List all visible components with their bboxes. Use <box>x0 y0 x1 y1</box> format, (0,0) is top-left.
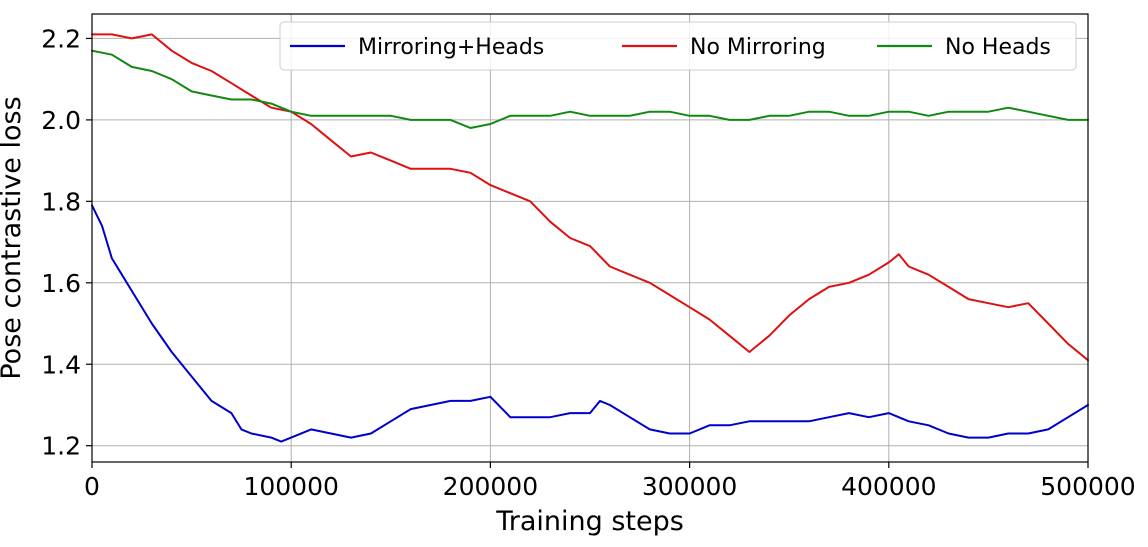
grid-lines <box>91 14 1089 462</box>
x-tick-label: 500000 <box>1040 472 1135 501</box>
legend-box <box>279 21 1077 71</box>
series-line-1 <box>91 33 1089 362</box>
y-tick-label: 1.8 <box>41 187 81 216</box>
series-lines <box>91 33 1089 443</box>
y-tick-label: 2.0 <box>41 106 81 135</box>
y-tick-label: 2.2 <box>41 24 81 53</box>
y-tick-label: 1.4 <box>41 350 81 379</box>
x-tick-label: 100000 <box>243 472 338 501</box>
legend-label: No Heads <box>945 35 1051 60</box>
y-axis-label: Pose contrastive loss <box>0 96 27 379</box>
y-tick-label: 1.2 <box>41 432 81 461</box>
series-line-0 <box>91 204 1089 443</box>
legend-label: Mirroring+Heads <box>358 35 544 60</box>
x-tick-label: 200000 <box>443 472 538 501</box>
axis-ticks: 0 100000 200000 300000 400000 500000 1.2 1.4 1.6… <box>41 24 1135 501</box>
x-axis-label: Training steps <box>495 506 684 537</box>
y-tick-label: 1.6 <box>41 269 81 298</box>
series-line-2 <box>91 49 1089 129</box>
x-tick-label: 0 <box>84 472 100 501</box>
plot-frame <box>91 13 1089 463</box>
legend: Mirroring+Heads No Mirroring No Heads <box>279 21 1077 71</box>
x-tick-label: 300000 <box>642 472 737 501</box>
legend-label: No Mirroring <box>690 35 826 60</box>
x-tick-label: 400000 <box>841 472 936 501</box>
